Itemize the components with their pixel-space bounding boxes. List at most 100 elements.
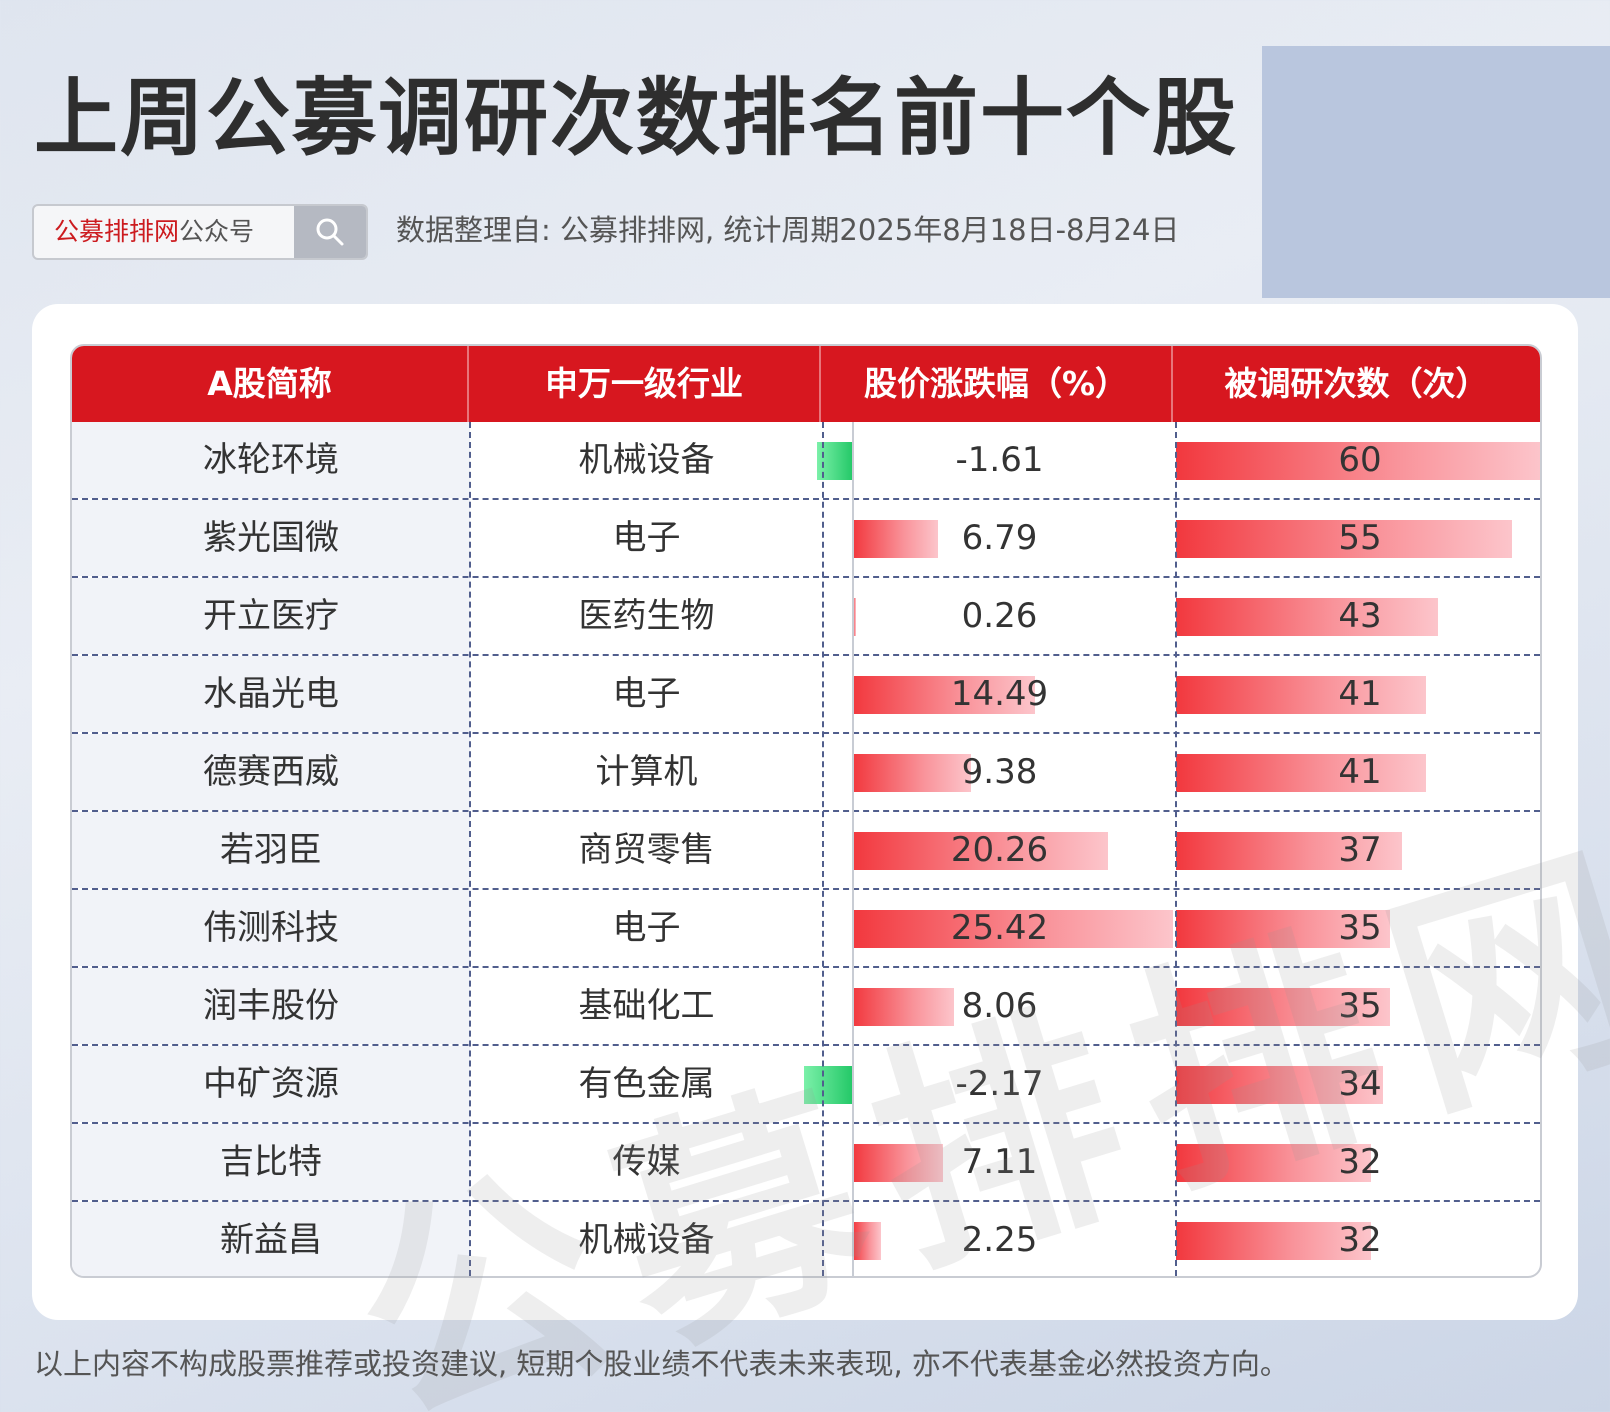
price-change-bar xyxy=(853,832,1109,870)
stock-name-cell: 若羽臣 xyxy=(72,812,470,888)
price-change-value: 9.38 xyxy=(961,752,1038,792)
header-industry: 申万一级行业 xyxy=(469,346,821,422)
research-count-cell: 34 xyxy=(1176,1046,1540,1122)
search-button[interactable] xyxy=(294,206,366,258)
research-count-cell: 60 xyxy=(1176,422,1540,498)
research-count-cell: 35 xyxy=(1176,968,1540,1044)
industry-cell: 机械设备 xyxy=(578,1220,715,1260)
price-change-value: -2.17 xyxy=(955,1064,1044,1104)
research-count-bar xyxy=(1176,910,1390,948)
header-research-count: 被调研次数（次） xyxy=(1224,364,1489,403)
stock-name-cell: 吉比特 xyxy=(72,1124,470,1200)
research-count-bar xyxy=(1176,988,1390,1026)
table-header: A股简称 申万一级行业 股价涨跌幅（%） 被调研次数（次） xyxy=(72,346,1540,422)
stock-name-cell: 德赛西威 xyxy=(72,734,470,810)
price-change-bar xyxy=(853,988,955,1026)
table-row: 中矿资源 有色金属 -2.17 34 xyxy=(72,1046,1540,1124)
table-row: 冰轮环境 机械设备 -1.61 60 xyxy=(72,422,1540,500)
column-divider xyxy=(822,422,824,1276)
research-count-bar xyxy=(1176,676,1427,714)
table-body: 冰轮环境 机械设备 -1.61 60 紫光国微 电子 6.79 55 开立医疗 医药生物 0.26 4… xyxy=(72,422,1540,1276)
industry-cell: 电子 xyxy=(612,674,681,714)
research-count-cell: 32 xyxy=(1176,1202,1540,1276)
industry-cell: 传媒 xyxy=(612,1142,681,1182)
stock-name-cell: 伟测科技 xyxy=(72,890,470,966)
research-count-value: 41 xyxy=(1338,752,1382,792)
stock-name-cell: 紫光国微 xyxy=(72,500,470,576)
research-count-bar xyxy=(1176,442,1540,480)
research-count-value: 60 xyxy=(1338,440,1382,480)
research-count-value: 35 xyxy=(1338,986,1382,1026)
column-divider xyxy=(469,422,471,1276)
price-change-cell: 6.79 xyxy=(823,500,1176,576)
table-row: 润丰股份 基础化工 8.06 35 xyxy=(72,968,1540,1046)
column-divider xyxy=(1175,422,1177,1276)
research-count-value: 32 xyxy=(1338,1220,1382,1260)
research-count-cell: 43 xyxy=(1176,578,1540,654)
price-change-bar xyxy=(853,676,1036,714)
price-change-value: 25.42 xyxy=(950,908,1049,948)
price-change-bar xyxy=(853,754,972,792)
page-title: 上周公募调研次数排名前十个股 xyxy=(34,69,1239,167)
table-row: 德赛西威 计算机 9.38 41 xyxy=(72,734,1540,812)
industry-cell: 基础化工 xyxy=(578,986,715,1026)
research-count-value: 34 xyxy=(1338,1064,1382,1104)
stock-name-cell: 开立医疗 xyxy=(72,578,470,654)
research-count-bar xyxy=(1176,832,1402,870)
table-row: 水晶光电 电子 14.49 41 xyxy=(72,656,1540,734)
stock-name-cell: 润丰股份 xyxy=(72,968,470,1044)
change-zero-axis xyxy=(852,422,854,1276)
decorative-panel xyxy=(1262,46,1610,298)
ranking-table: A股简称 申万一级行业 股价涨跌幅（%） 被调研次数（次） 冰轮环境机械设备 -1… xyxy=(70,344,1542,1278)
search-brand: 公募排排网 xyxy=(54,217,180,246)
table-row: 吉比特 传媒 7.11 32 xyxy=(72,1124,1540,1202)
price-change-cell: -1.61 xyxy=(816,422,1176,498)
research-count-value: 35 xyxy=(1338,908,1382,948)
stock-name-cell: 冰轮环境 xyxy=(72,422,470,498)
table-card: A股简称 申万一级行业 股价涨跌幅（%） 被调研次数（次） 冰轮环境机械设备 -1… xyxy=(32,304,1610,1412)
price-change-value: -1.61 xyxy=(955,440,1044,480)
industry-cell: 电子 xyxy=(612,518,681,558)
research-count-value: 32 xyxy=(1338,1142,1382,1182)
price-change-cell: 25.42 xyxy=(823,890,1176,966)
price-change-bar xyxy=(853,598,857,636)
price-change-cell: 9.38 xyxy=(823,734,1176,810)
price-change-bar xyxy=(853,520,939,558)
header-stock-name: A股简称 xyxy=(72,346,469,422)
research-count-value: 37 xyxy=(1338,830,1382,870)
research-count-cell: 37 xyxy=(1176,812,1540,888)
research-count-cell: 41 xyxy=(1176,656,1540,732)
industry-cell: 电子 xyxy=(612,908,681,948)
disclaimer: 以上内容不构成股票推荐或投资建议, 短期个股业绩不代表未来表现, 亦不代表基金必… xyxy=(34,1347,1289,1381)
industry-cell: 医药生物 xyxy=(578,596,715,636)
price-change-bar xyxy=(853,910,1173,948)
research-count-bar xyxy=(1176,598,1439,636)
research-count-cell: 55 xyxy=(1176,500,1540,576)
price-change-cell: 0.26 xyxy=(823,578,1176,654)
table-row: 新益昌 机械设备 2.25 32 xyxy=(72,1202,1540,1276)
search-box[interactable]: 公募排排网公众号 xyxy=(32,204,368,260)
price-change-value: 0.26 xyxy=(961,596,1038,636)
table-row: 若羽臣 商贸零售 20.26 37 xyxy=(72,812,1540,890)
table-row: 伟测科技 电子 25.42 35 xyxy=(72,890,1540,968)
search-label: 公募排排网公众号 xyxy=(54,206,254,258)
research-count-bar xyxy=(1176,1066,1384,1104)
industry-cell: 有色金属 xyxy=(578,1064,715,1104)
research-count-value: 41 xyxy=(1338,674,1382,714)
stock-name-cell: 中矿资源 xyxy=(72,1046,470,1122)
research-count-value: 55 xyxy=(1338,518,1382,558)
stock-name-cell: 新益昌 xyxy=(72,1202,470,1276)
table-row: 紫光国微 电子 6.79 55 xyxy=(72,500,1540,578)
price-change-cell: 14.49 xyxy=(823,656,1176,732)
research-count-cell: 32 xyxy=(1176,1124,1540,1200)
research-count-bar xyxy=(1176,1222,1372,1260)
price-change-cell: -2.17 xyxy=(803,1046,1176,1122)
price-change-value: 2.25 xyxy=(961,1220,1038,1260)
data-source-note: 数据整理自: 公募排排网, 统计周期2025年8月18日-8月24日 xyxy=(396,213,1180,247)
price-change-value: 6.79 xyxy=(961,518,1038,558)
research-count-bar xyxy=(1176,1144,1372,1182)
stock-name-cell: 水晶光电 xyxy=(72,656,470,732)
search-suffix: 公众号 xyxy=(179,217,255,246)
research-count-cell: 35 xyxy=(1176,890,1540,966)
price-change-bar xyxy=(853,1222,882,1260)
